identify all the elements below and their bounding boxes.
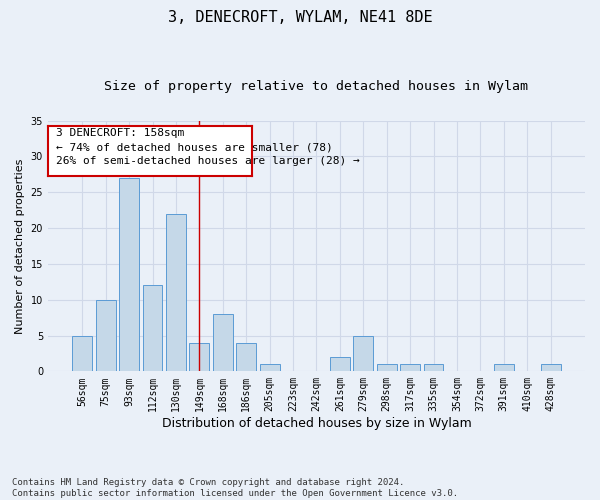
Bar: [424, 364, 443, 372]
Bar: [400, 364, 420, 372]
Bar: [541, 364, 560, 372]
Bar: [190, 342, 209, 372]
Bar: [377, 364, 397, 372]
Bar: [96, 300, 116, 372]
Text: 3, DENECROFT, WYLAM, NE41 8DE: 3, DENECROFT, WYLAM, NE41 8DE: [167, 10, 433, 25]
Bar: [353, 336, 373, 372]
Text: Contains HM Land Registry data © Crown copyright and database right 2024.
Contai: Contains HM Land Registry data © Crown c…: [12, 478, 458, 498]
Bar: [260, 364, 280, 372]
Bar: [236, 342, 256, 372]
X-axis label: Distribution of detached houses by size in Wylam: Distribution of detached houses by size …: [161, 417, 472, 430]
Title: Size of property relative to detached houses in Wylam: Size of property relative to detached ho…: [104, 80, 529, 93]
Bar: [166, 214, 186, 372]
Bar: [330, 357, 350, 372]
Bar: [494, 364, 514, 372]
Bar: [119, 178, 139, 372]
Bar: [73, 336, 92, 372]
Bar: [143, 286, 163, 372]
Bar: [213, 314, 233, 372]
Y-axis label: Number of detached properties: Number of detached properties: [15, 158, 25, 334]
